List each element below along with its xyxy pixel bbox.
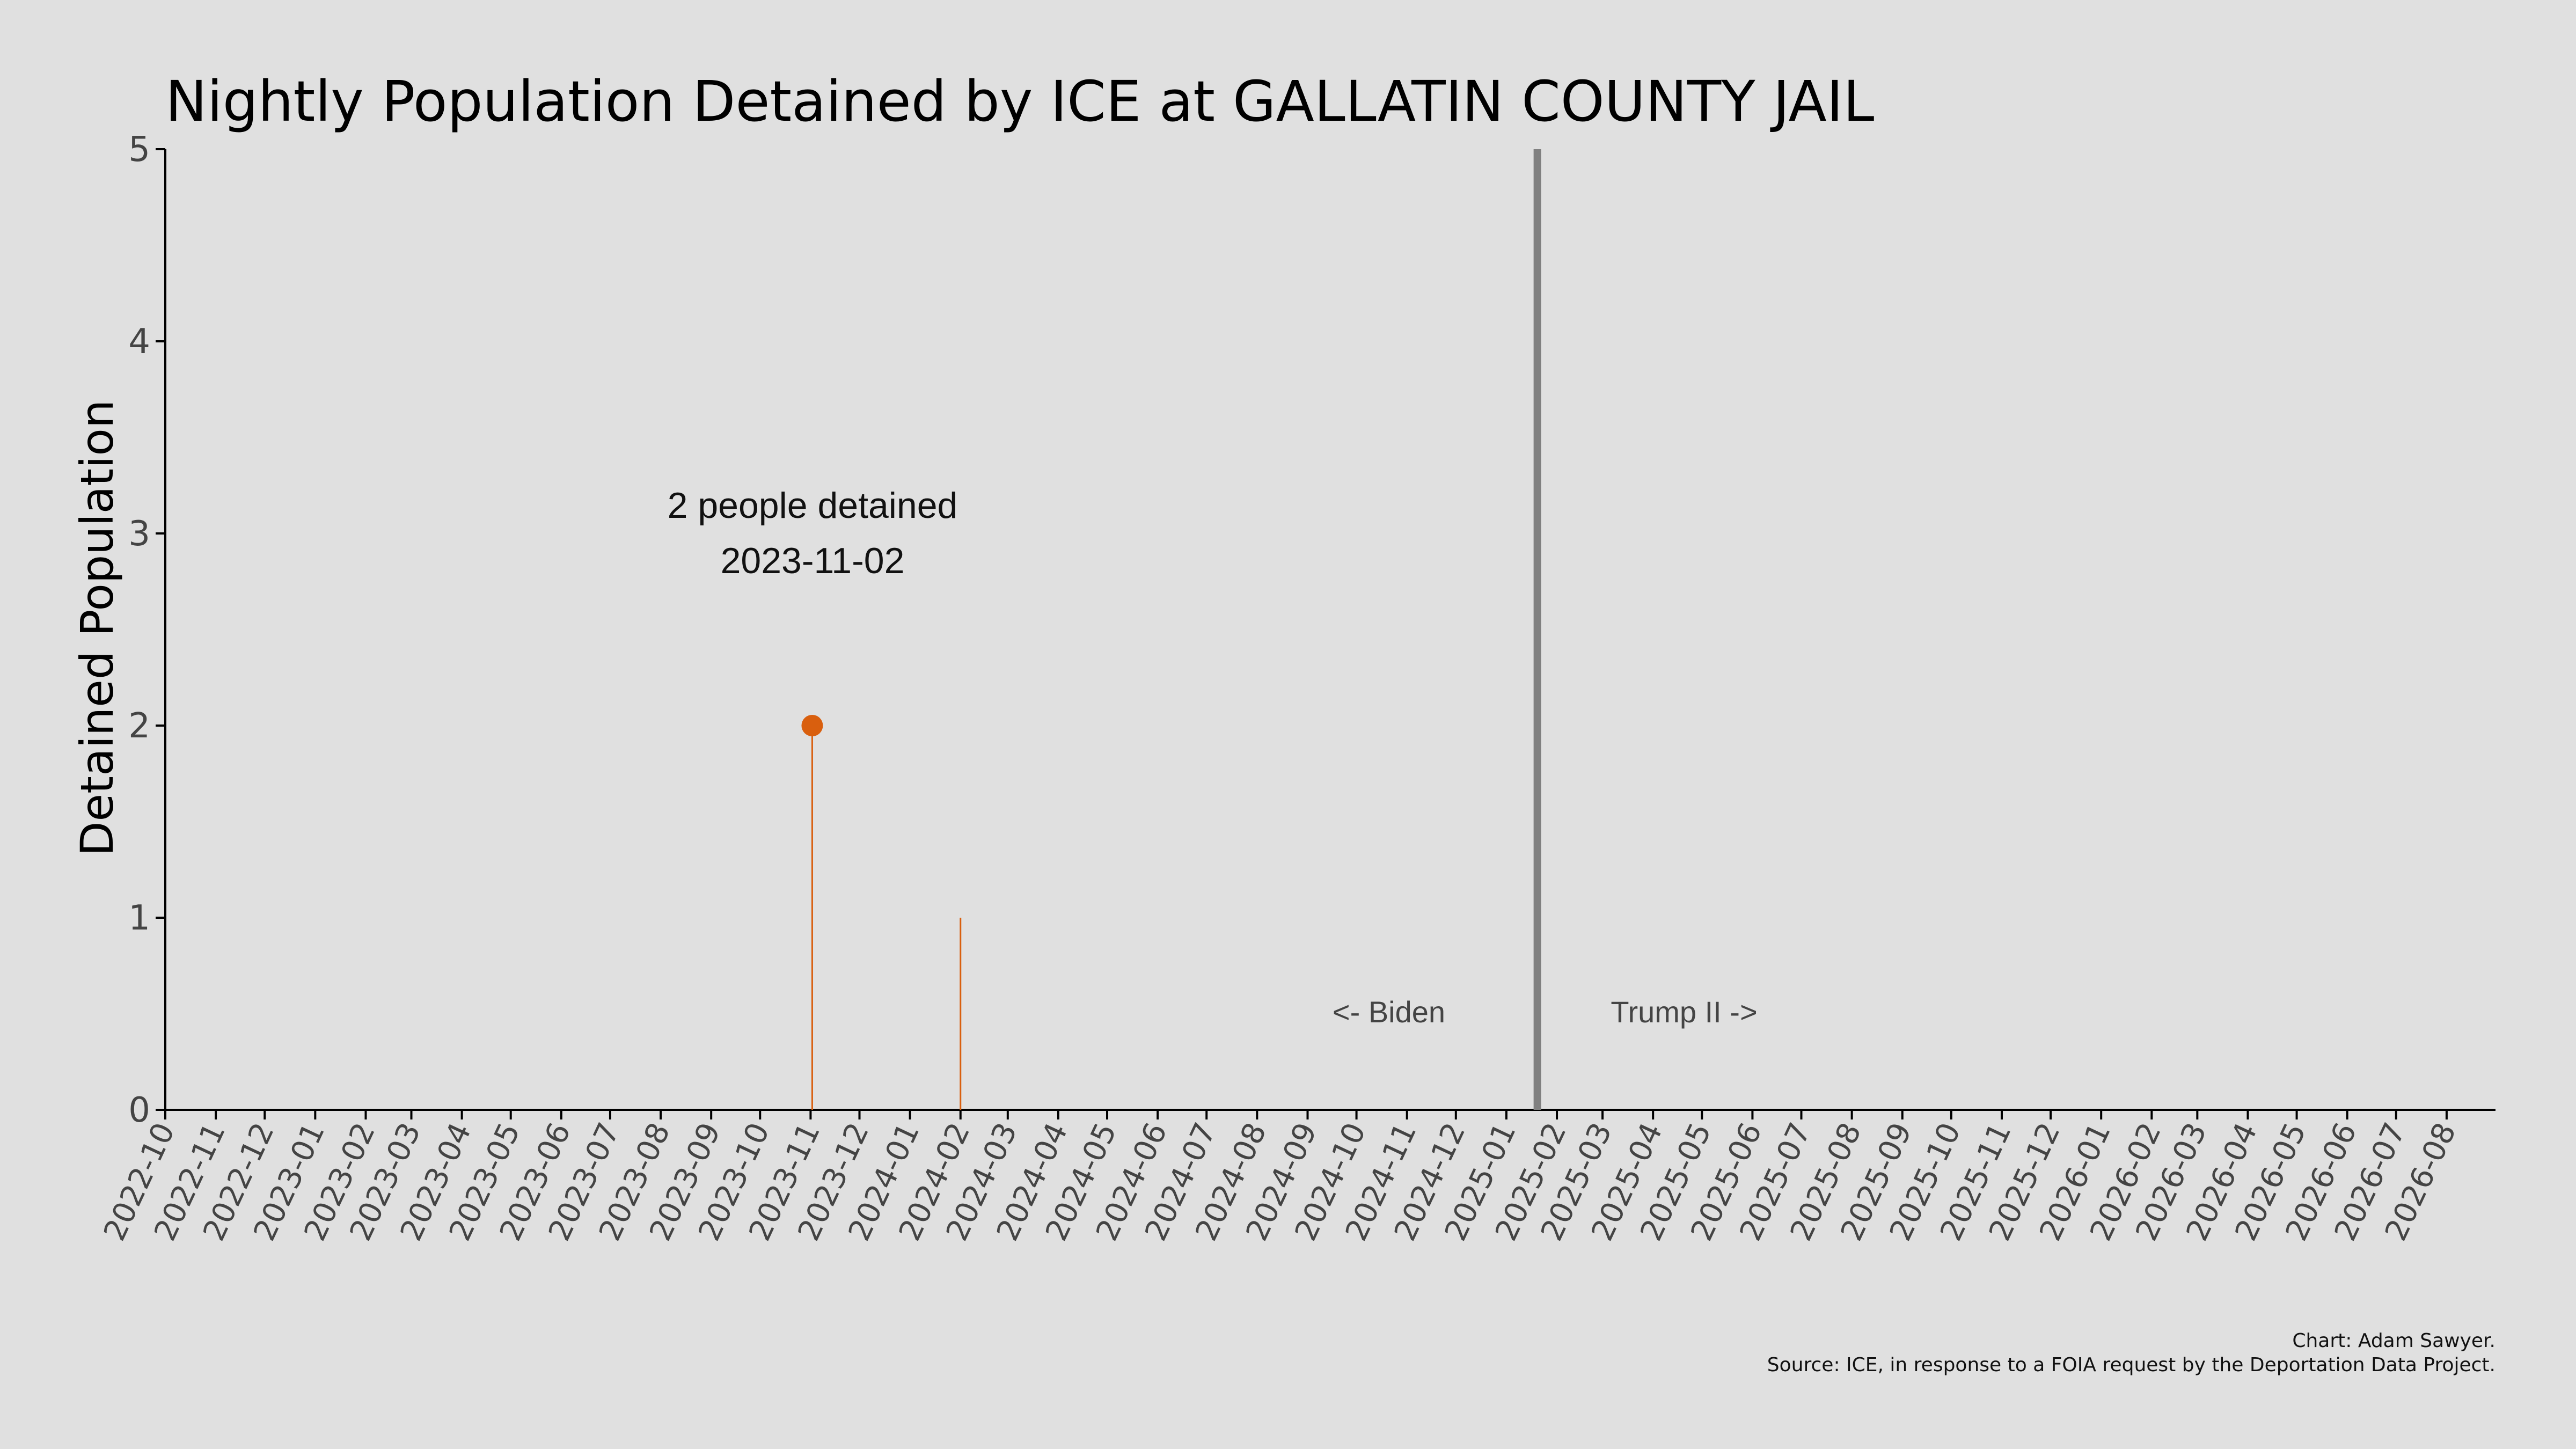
- y-axis-label: Detained Population: [71, 400, 123, 856]
- era-label-trump: Trump II ->: [1611, 995, 1757, 1029]
- credit-author: Chart: Adam Sawyer.: [2292, 1330, 2496, 1352]
- annotation-line-2: 2023-11-02: [721, 540, 905, 581]
- y-tick-label: 2: [128, 706, 150, 746]
- highlight-point: [801, 715, 823, 736]
- x-axis: 2022-102022-112022-122023-012023-022023-…: [97, 1109, 2496, 1246]
- y-tick-label: 5: [128, 130, 150, 170]
- y-axis: 0 1 2 3 4 5: [128, 130, 166, 1130]
- credit-source: Source: ICE, in response to a FOIA reque…: [1767, 1354, 2496, 1376]
- y-tick-label: 1: [128, 898, 150, 938]
- chart-title: Nightly Population Detained by ICE at GA…: [165, 69, 1874, 134]
- y-tick-label: 3: [128, 514, 150, 554]
- y-tick-label: 0: [128, 1091, 150, 1130]
- series-layer: [801, 715, 962, 1110]
- annotation-line-1: 2 people detained: [668, 485, 958, 526]
- y-tick-label: 4: [128, 322, 150, 362]
- era-label-biden: <- Biden: [1333, 995, 1445, 1029]
